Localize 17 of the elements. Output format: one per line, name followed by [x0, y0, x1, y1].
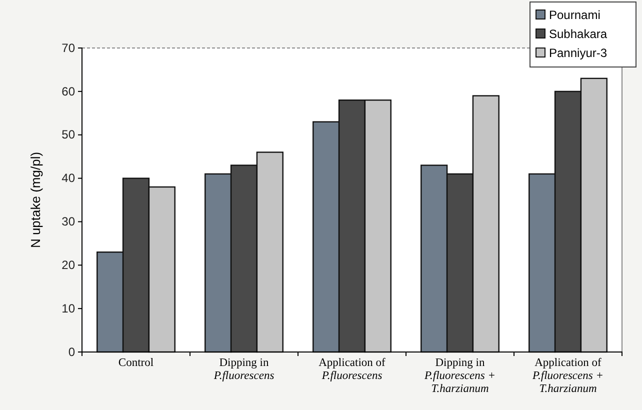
- y-axis-title: N uptake (mg/pl): [28, 152, 43, 248]
- x-tick-label: Application of P.fluorescens + T.harzianum: [531, 357, 604, 395]
- x-tick-label: Application of P.fluorescens: [318, 357, 386, 382]
- y-tick-label: 0: [68, 344, 76, 359]
- x-tick-label: Dipping in P.fluorescens + T.harzianum: [423, 357, 496, 395]
- y-tick-label: 20: [62, 258, 76, 272]
- legend-label: Subhakara: [549, 27, 608, 41]
- y-tick-label: 10: [62, 301, 76, 316]
- legend-label: Panniyur-3: [549, 46, 608, 60]
- y-tick-label: 30: [62, 214, 76, 229]
- y-tick-label: 70: [62, 40, 76, 55]
- x-tick-label: Dipping in P.fluorescens: [212, 357, 275, 382]
- x-tick-label: Control: [118, 357, 154, 369]
- y-tick-label: 50: [62, 128, 76, 142]
- y-tick-label: 60: [62, 84, 76, 98]
- legend-label: Pournami: [549, 8, 600, 22]
- y-tick-label: 40: [62, 171, 76, 186]
